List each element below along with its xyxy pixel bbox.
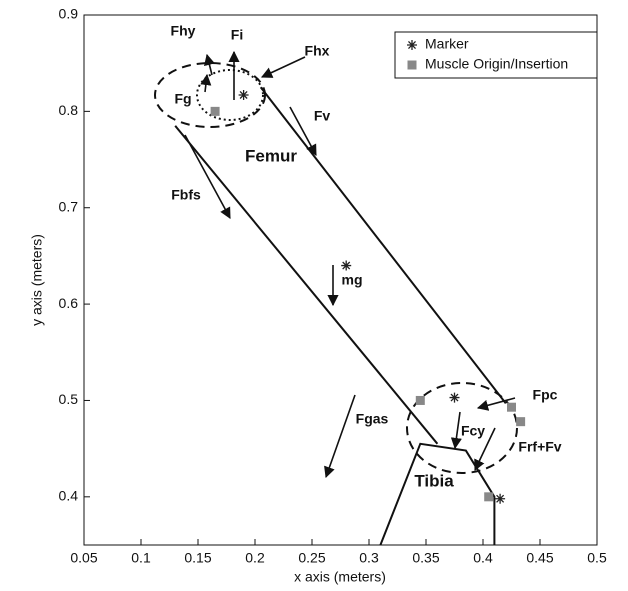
- legend-label: Marker: [425, 36, 469, 52]
- arrow: [474, 427, 496, 472]
- marker-point: [238, 89, 249, 100]
- bone-outline: [259, 86, 507, 404]
- arrow: [204, 53, 215, 76]
- y-axis-label: y axis (meters): [29, 234, 45, 326]
- annotation: Femur: [245, 146, 297, 165]
- muscle-point: [415, 395, 425, 405]
- marker-point: [495, 493, 506, 504]
- bone-outline: [174, 125, 439, 445]
- annotation: Fgas: [356, 411, 389, 427]
- muscle-point: [210, 106, 220, 116]
- annotation: Fv: [314, 108, 331, 124]
- annotation: Frf+Fv: [518, 439, 561, 455]
- hip-region: [154, 62, 266, 128]
- x-tick-label: 0.25: [298, 550, 325, 566]
- x-tick-label: 0.4: [473, 550, 493, 566]
- marker-point: [449, 392, 460, 403]
- plot-frame: [83, 14, 598, 546]
- x-axis-label: x axis (meters): [294, 569, 386, 585]
- arrow: [200, 73, 212, 93]
- annotation: Tibia: [414, 471, 454, 490]
- bone-outline: [379, 442, 496, 546]
- legend-symbol: [407, 60, 417, 70]
- x-tick-label: 0.15: [184, 550, 211, 566]
- x-tick-label: 0.5: [587, 550, 607, 566]
- arrow: [324, 394, 356, 479]
- annotation: Fhy: [171, 23, 196, 39]
- y-tick-label: 0.9: [59, 6, 79, 22]
- x-tick-label: 0.35: [412, 550, 439, 566]
- y-tick-label: 0.4: [59, 488, 79, 504]
- muscle-point: [507, 402, 516, 412]
- arrow: [450, 411, 462, 450]
- arrow: [289, 106, 317, 156]
- legend: Marker Muscle Origin/Insertion: [394, 31, 598, 79]
- y-tick-label: 0.7: [59, 198, 79, 214]
- x-tick-label: 0.05: [70, 550, 97, 566]
- x-tick-label: 0.3: [359, 550, 379, 566]
- legend-box: [394, 31, 598, 79]
- annotation: Fhx: [305, 43, 330, 59]
- annotation: Fi: [231, 27, 243, 43]
- x-tick-label: 0.45: [526, 550, 553, 566]
- annotation: mg: [342, 272, 363, 288]
- annotation: Fg: [174, 91, 191, 107]
- arrow: [184, 134, 231, 219]
- y-tick-label: 0.5: [59, 391, 79, 407]
- muscle-point: [516, 417, 526, 427]
- x-tick-label: 0.2: [245, 550, 265, 566]
- legend-symbol: [407, 40, 417, 50]
- legend-label: Muscle Origin/Insertion: [425, 56, 568, 72]
- hip-joint: [196, 69, 264, 121]
- y-tick-label: 0.6: [59, 295, 79, 311]
- annotation: Fpc: [533, 387, 558, 403]
- x-tick-label: 0.1: [131, 550, 151, 566]
- marker-point: [341, 260, 352, 271]
- arrow: [260, 56, 306, 78]
- annotation: Fbfs: [171, 187, 201, 203]
- knee-region: [406, 382, 518, 474]
- layout-shapes: [154, 50, 518, 479]
- muscle-point: [484, 492, 494, 502]
- y-tick-label: 0.8: [59, 102, 79, 118]
- arrow: [476, 397, 516, 411]
- annotation: Fcy: [461, 423, 485, 439]
